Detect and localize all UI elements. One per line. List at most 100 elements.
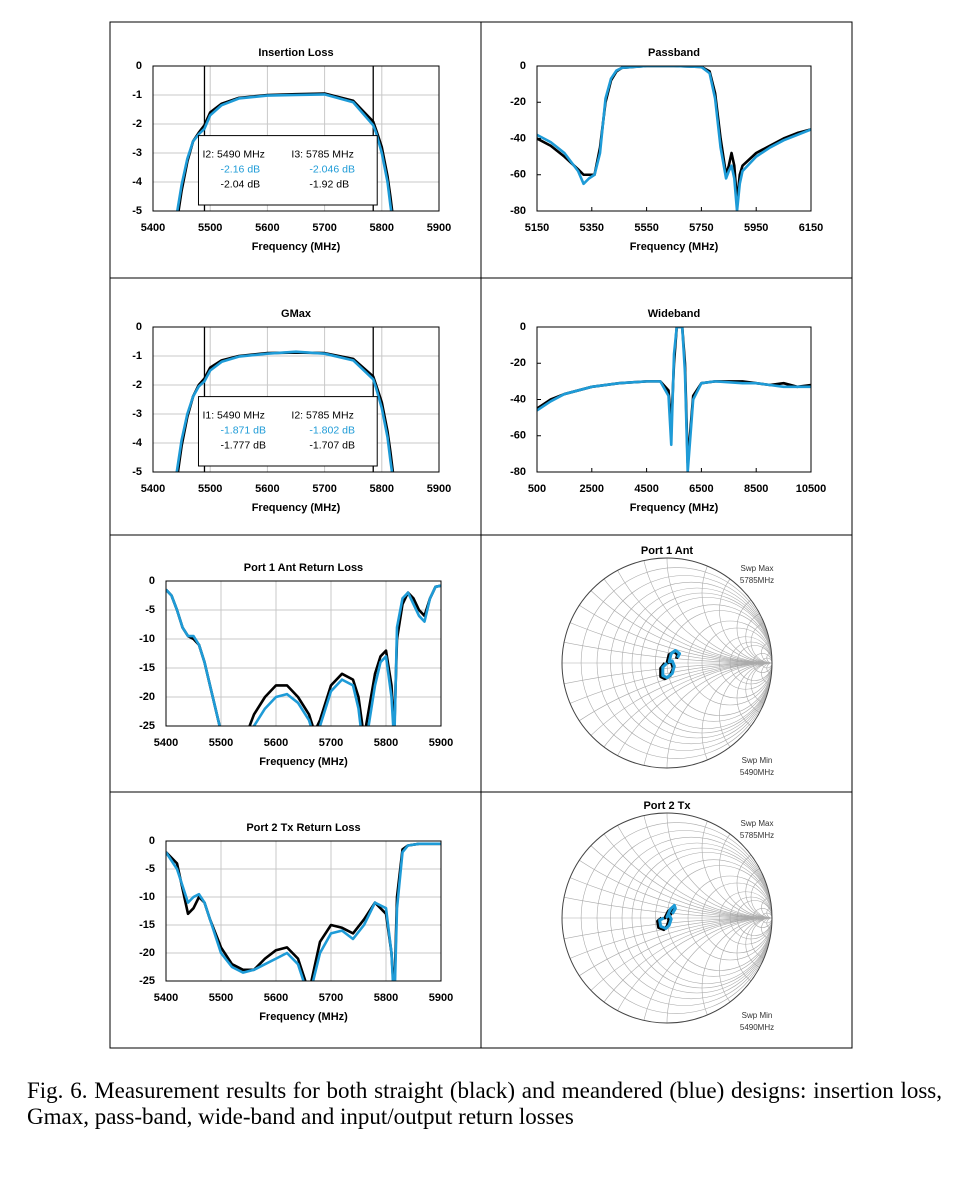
- x-tick-label: 5550: [634, 222, 658, 234]
- x-tick-label: 4500: [634, 483, 658, 495]
- marker-box: [197, 396, 378, 467]
- plot-frame: [536, 326, 812, 473]
- x-tick-label: 5600: [255, 483, 279, 495]
- data-line: [537, 66, 811, 211]
- x-tick-label: 6500: [689, 483, 713, 495]
- x-tick-label: 8500: [744, 483, 768, 495]
- x-tick-label: 5500: [209, 737, 233, 749]
- sweep-max-label: Swp Max: [741, 564, 774, 573]
- smith-reactance-arc: [562, 558, 772, 664]
- marker-readout: -1.777 dB: [220, 439, 266, 451]
- chart-title: Passband: [648, 47, 700, 59]
- plot-area: [537, 66, 811, 211]
- x-tick-label: 5800: [370, 483, 394, 495]
- y-tick-label: -80: [510, 205, 526, 217]
- y-tick-label: -40: [510, 393, 526, 405]
- chart-title: Port 2 Tx Return Loss: [246, 822, 360, 834]
- y-tick-label: 0: [136, 60, 142, 72]
- data-line: [175, 93, 393, 211]
- y-tick-label: -1: [132, 89, 142, 101]
- y-tick-label: 0: [136, 321, 142, 333]
- y-tick-label: 0: [520, 60, 526, 72]
- y-tick-label: -25: [139, 975, 155, 987]
- chart-title: Port 1 Ant: [641, 545, 693, 557]
- y-tick-label: -4: [132, 437, 143, 449]
- x-tick-label: 5800: [370, 222, 394, 234]
- x-axis-label: Frequency (MHz): [259, 756, 348, 768]
- y-tick-label: -20: [139, 691, 155, 703]
- y-tick-label: -2: [132, 118, 142, 130]
- y-tick-label: -3: [132, 408, 142, 420]
- sweep-max-value: 5785MHz: [740, 576, 774, 585]
- smith-reactance-arc: [719, 662, 772, 768]
- marker-label: I2: 5785 MHz: [291, 409, 353, 421]
- x-tick-label: 5700: [319, 992, 343, 1004]
- smith-reactance-arc: [761, 662, 772, 685]
- smith-reactance-arc: [719, 813, 772, 919]
- x-tick-label: 5600: [264, 737, 288, 749]
- smith-reactance-arc: [745, 917, 772, 971]
- y-tick-label: 0: [149, 575, 155, 587]
- y-tick-label: -10: [139, 891, 155, 903]
- x-tick-label: 5150: [525, 222, 549, 234]
- smith-outer-circle: [561, 557, 773, 769]
- plot-frame: [536, 65, 812, 212]
- x-tick-label: 5600: [255, 222, 279, 234]
- x-tick-label: 5500: [198, 483, 222, 495]
- y-tick-label: -60: [510, 169, 526, 181]
- plot-frame: [165, 580, 442, 727]
- smith-reactance-arc: [761, 896, 772, 919]
- y-tick-label: -5: [145, 863, 155, 875]
- y-tick-label: 0: [520, 321, 526, 333]
- sweep-min-label: Swp Min: [742, 756, 773, 765]
- smith-reactance-arc: [766, 662, 772, 674]
- x-axis-label: Frequency (MHz): [630, 502, 719, 514]
- x-tick-label: 5500: [209, 992, 233, 1004]
- smith-trace: [661, 648, 682, 680]
- x-tick-label: 5400: [141, 222, 165, 234]
- x-tick-label: 5350: [580, 222, 604, 234]
- smith-reactance-arc: [562, 917, 772, 1023]
- marker-label: I2: 5490 MHz: [202, 148, 264, 160]
- smith-reactance-arc: [562, 813, 772, 919]
- marker-readout: -1.871 dB: [220, 424, 266, 436]
- y-tick-label: -40: [510, 132, 526, 144]
- x-tick-label: 500: [528, 483, 546, 495]
- y-tick-label: -20: [510, 96, 526, 108]
- x-tick-label: 5700: [312, 222, 336, 234]
- data-line: [175, 350, 394, 472]
- smith-reactance-arc: [640, 813, 772, 919]
- smith-reactance-arc: [736, 847, 772, 919]
- marker-readout: -1.92 dB: [309, 178, 349, 190]
- marker-box: [197, 135, 378, 206]
- smith-reactance-arc: [701, 917, 772, 1023]
- y-tick-label: -4: [132, 176, 143, 188]
- x-tick-label: 5700: [319, 737, 343, 749]
- y-tick-label: 0: [149, 835, 155, 847]
- x-tick-label: 5750: [689, 222, 713, 234]
- x-tick-label: 5400: [154, 737, 178, 749]
- marker-readout: -2.16 dB: [220, 163, 260, 175]
- chart-title: Insertion Loss: [258, 47, 333, 59]
- smith-reactance-arc: [745, 662, 772, 716]
- marker-readout: -1.802 dB: [309, 424, 355, 436]
- smith-reactance-arc: [640, 662, 772, 768]
- smith-reactance-arc: [750, 917, 772, 961]
- x-tick-label: 5900: [427, 222, 451, 234]
- y-tick-label: -10: [139, 633, 155, 645]
- smith-reactance-arc: [745, 865, 772, 919]
- x-axis-label: Frequency (MHz): [630, 241, 719, 253]
- smith-reactance-arc: [761, 917, 772, 940]
- data-line: [537, 327, 811, 472]
- smith-reactance-arc: [766, 907, 772, 919]
- x-tick-label: 5400: [141, 483, 165, 495]
- plot-frame: [152, 65, 440, 212]
- x-tick-label: 5900: [429, 992, 453, 1004]
- x-tick-label: 6150: [799, 222, 823, 234]
- y-tick-label: -15: [139, 919, 155, 931]
- sweep-max-label: Swp Max: [741, 819, 774, 828]
- sweep-min-value: 5490MHz: [740, 768, 774, 777]
- smith-reactance-arc: [750, 662, 772, 706]
- smith-reactance-arc: [562, 813, 772, 919]
